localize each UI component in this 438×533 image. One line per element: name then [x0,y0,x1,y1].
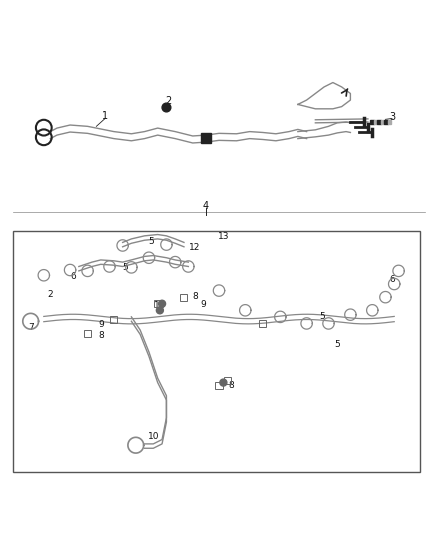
Bar [370,120,374,124]
Bar [374,120,377,124]
Bar [388,120,391,124]
Bar [154,300,161,307]
Circle shape [156,307,163,314]
Text: 11: 11 [154,301,166,310]
Bar [201,133,211,143]
Circle shape [220,379,227,386]
Text: 2: 2 [48,290,53,300]
Text: 3: 3 [389,112,395,122]
Bar [384,120,388,124]
Text: 13: 13 [218,232,229,241]
Text: 5: 5 [319,312,325,321]
Bar [110,316,117,322]
Circle shape [159,300,166,307]
Text: 8: 8 [99,331,105,340]
Bar [377,120,381,124]
Text: 8: 8 [192,292,198,301]
Text: 6: 6 [389,275,395,284]
Text: 2: 2 [166,96,172,106]
Bar [180,294,187,301]
Text: 9: 9 [99,320,105,329]
Text: 8: 8 [228,381,234,390]
Text: 7: 7 [28,324,35,332]
Text: 12: 12 [189,243,201,252]
Text: 5: 5 [148,237,154,246]
Bar [84,329,91,336]
Text: 4: 4 [203,201,209,212]
Text: 9: 9 [201,300,207,309]
Text: 5: 5 [334,340,340,349]
Circle shape [162,103,171,112]
Bar [215,382,223,389]
Bar [224,377,231,384]
Bar [259,320,266,327]
Text: 6: 6 [71,272,77,281]
Text: 10: 10 [148,432,160,441]
Text: 1: 1 [102,111,108,122]
Text: 5: 5 [122,263,128,272]
Bar [381,120,384,124]
